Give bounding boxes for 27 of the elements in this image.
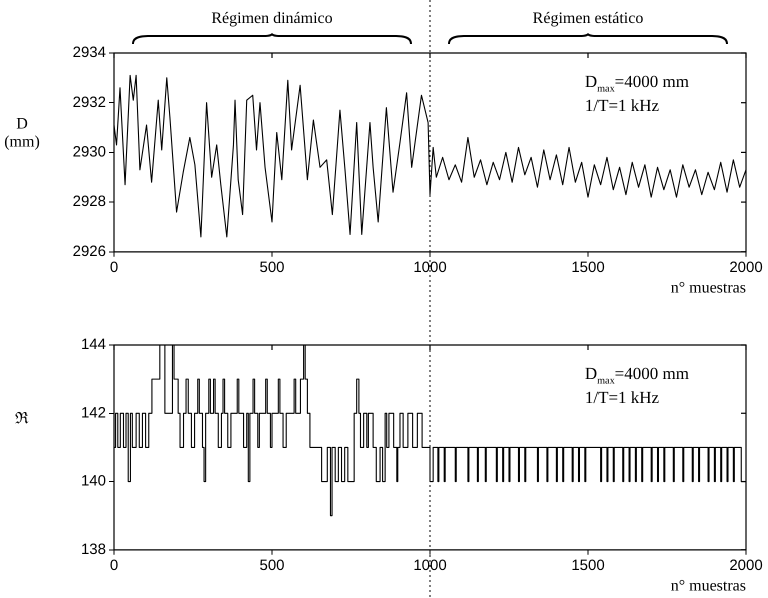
x-tick-label: 1000 xyxy=(413,258,447,276)
y-tick-label: 144 xyxy=(80,336,106,354)
x-tick-label: 1500 xyxy=(571,258,605,276)
y-tick-label: 2928 xyxy=(72,193,106,210)
text: Régimen estático xyxy=(532,10,644,27)
x-axis-title: n° muestras xyxy=(670,280,746,297)
x-tick-label: 0 xyxy=(110,258,118,276)
y-tick-label: 2930 xyxy=(72,144,106,161)
y-tick-label: 2932 xyxy=(72,94,106,111)
y-axis-title: D (mm) xyxy=(4,115,40,150)
y-tick-label: 2926 xyxy=(72,242,106,260)
x-tick-label: 2000 xyxy=(729,258,763,276)
x-tick-label: 1000 xyxy=(413,556,447,574)
y-tick-label: 138 xyxy=(80,540,106,558)
y-tick-label: 142 xyxy=(80,404,106,422)
x-tick-label: 500 xyxy=(259,556,285,574)
x-tick-label: 500 xyxy=(259,258,285,276)
x-tick-label: 0 xyxy=(110,556,118,574)
x-tick-label: 1500 xyxy=(571,556,605,574)
y-tick-label: 140 xyxy=(80,472,106,490)
annotation: 1/T=1 kHz xyxy=(584,388,660,407)
annotation: 1/T=1 kHz xyxy=(584,96,660,115)
y-tick-label: 2934 xyxy=(72,44,106,62)
x-axis-title: n° muestras xyxy=(670,578,746,595)
text: Régimen dinámico xyxy=(211,10,333,27)
y-axis-title: ℜ xyxy=(15,410,29,428)
x-tick-label: 2000 xyxy=(729,556,763,574)
